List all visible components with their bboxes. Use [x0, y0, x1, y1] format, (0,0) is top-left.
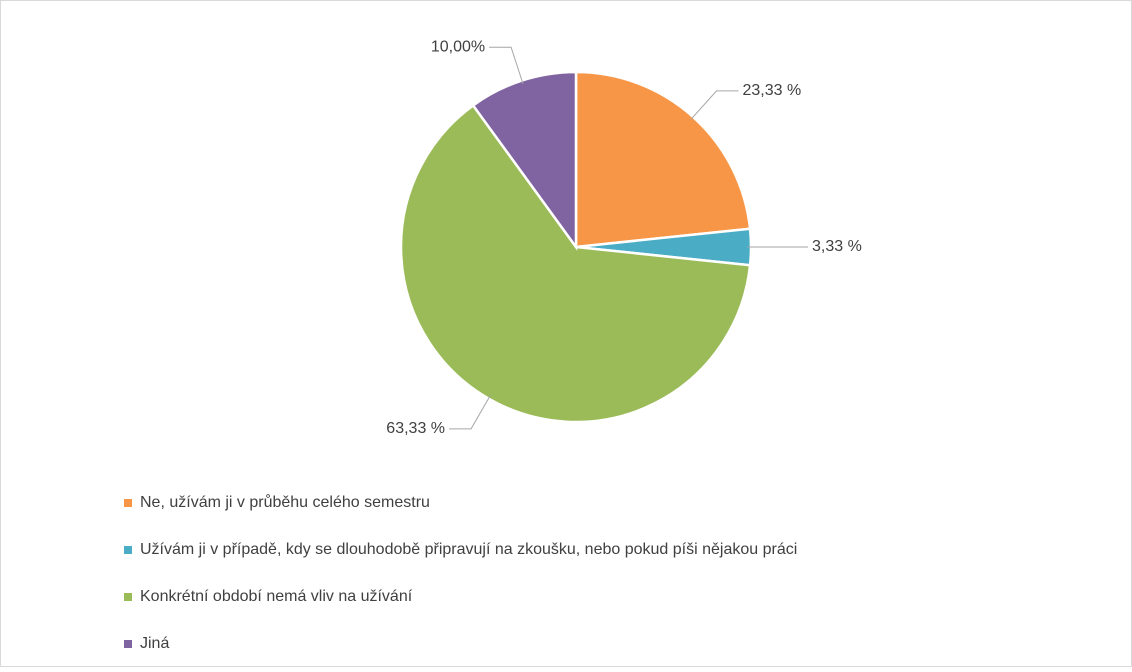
legend-swatch	[124, 593, 132, 601]
data-label: 63,33 %	[386, 420, 445, 437]
data-label: 23,33 %	[743, 82, 802, 99]
legend-label: Užívám ji v případě, kdy se dlouhodobě p…	[140, 541, 797, 558]
legend-swatch	[124, 640, 132, 648]
legend-swatch	[124, 499, 132, 507]
legend-label: Konkrétní období nemá vliv na užívání	[140, 588, 413, 605]
data-label: 3,33 %	[812, 238, 862, 255]
legend-swatch	[124, 546, 132, 554]
data-label: 10,00%	[431, 38, 485, 55]
legend-label: Ne, užívám ji v průběhu celého semestru	[140, 493, 430, 511]
legend-label: Jiná	[140, 635, 169, 652]
